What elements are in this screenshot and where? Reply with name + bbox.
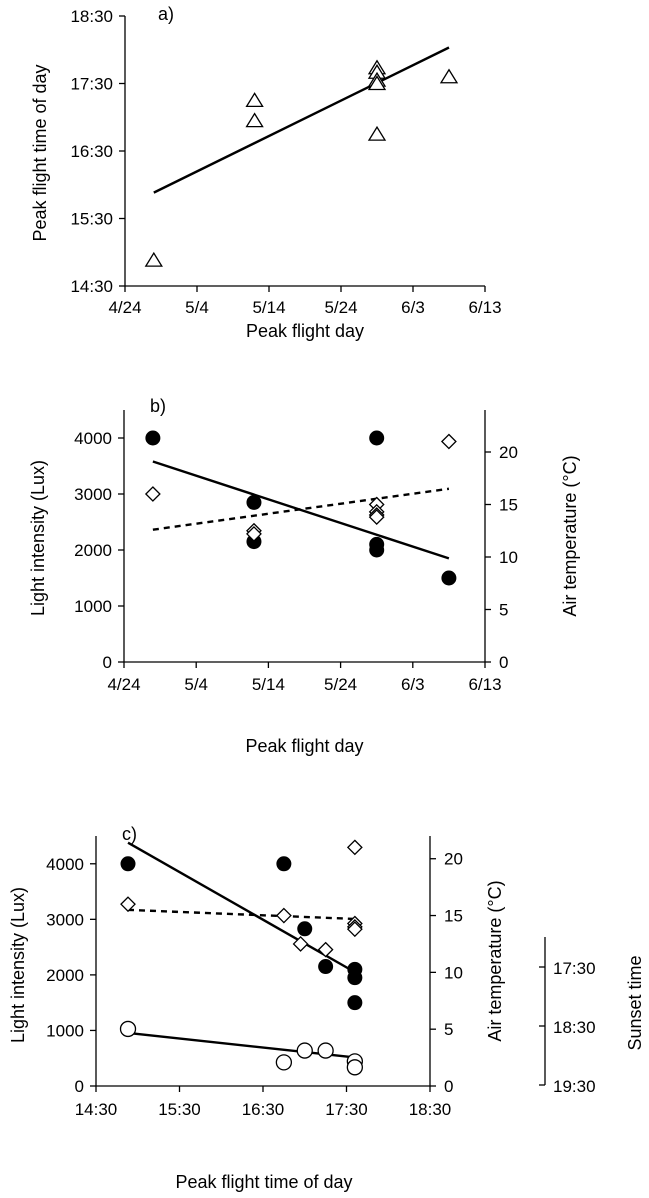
- panel-c-light-trend-line: [127, 841, 356, 974]
- panel-c-data-point: [119, 1020, 137, 1038]
- panel-c-x-tick-label: 16:30: [242, 1100, 285, 1119]
- panel-c-sunset-trend-line: [127, 1031, 355, 1059]
- panel-b-y-tick-label: 1000: [74, 597, 112, 616]
- panel-b-y2-tick-label: 10: [499, 548, 518, 567]
- panel-c-y2-tick-label: 0: [444, 1077, 453, 1096]
- panel-c-x-tick-label: 18:30: [409, 1100, 452, 1119]
- panel-c-y-tick-label: 3000: [46, 910, 84, 929]
- panel-b-y2-tick-label: 5: [499, 601, 508, 620]
- panel-c-data-point: [347, 995, 363, 1011]
- panel-a-y-tick-label: 16:30: [70, 142, 113, 161]
- panel-a-y-tick-label: 15:30: [70, 210, 113, 229]
- panel-a-data-point: [144, 251, 163, 267]
- panel-a-x-tick-label: 4/24: [108, 298, 141, 317]
- panel-c-temperature-trend-line: [127, 908, 355, 921]
- panel-b-x-tick-label: 5/4: [184, 675, 208, 694]
- panel-c-y2-tick-label: 20: [444, 850, 463, 869]
- panel-c-data-point: [296, 1042, 313, 1059]
- panel-c-data-point: [120, 896, 136, 913]
- panel-c-y-tick-label: 1000: [46, 1021, 84, 1040]
- panel-c-data-point: [346, 921, 363, 938]
- panel-b-y2-tick-label: 20: [499, 443, 518, 462]
- panel-a-y-tick-label: 17:30: [70, 75, 113, 94]
- panel-a-x-tick-label: 5/24: [324, 298, 357, 317]
- panel-c-data-point: [347, 970, 363, 986]
- panel-c-data-point: [275, 1054, 293, 1071]
- panel-b-data-point: [369, 542, 385, 558]
- panel-c-x-tick-label: 14:30: [75, 1100, 118, 1119]
- panel-c-y-axis-title: Light intensity (Lux): [8, 887, 28, 1043]
- panel-c-y2-tick-label: 5: [444, 1020, 453, 1039]
- panel-a-x-tick-label: 5/4: [185, 298, 209, 317]
- panel-a-y-tick-label: 18:30: [70, 7, 113, 26]
- panel-b-x-tick-label: 5/24: [324, 675, 357, 694]
- panel-c-label: c): [122, 824, 137, 844]
- panel-c-x-tick-label: 17:30: [325, 1100, 368, 1119]
- panel-b-y-tick-label: 2000: [74, 541, 112, 560]
- panel-b-data-point: [368, 509, 385, 526]
- panel-c-data-point: [317, 941, 334, 958]
- panel-b-data-point: [144, 486, 161, 502]
- panel-c-y-tick-label: 2000: [46, 966, 84, 985]
- panel-c-data-point: [276, 856, 292, 872]
- panel-b-data-point: [369, 430, 385, 446]
- panel-b-y-tick-label: 3000: [74, 485, 112, 504]
- panel-a-data-point: [245, 112, 264, 128]
- panel-b-data-point: [246, 494, 262, 510]
- panel-b-x-tick-label: 5/14: [252, 675, 285, 694]
- panel-c-x-axis-title: Peak flight time of day: [175, 1172, 352, 1192]
- panel-c-data-point: [275, 907, 292, 924]
- panel-a-data-point: [245, 92, 264, 108]
- panel-a-data-point: [367, 75, 387, 91]
- panel-c-y2-tick-label: 10: [444, 963, 463, 982]
- panel-c-sunset-axis-title: Sunset time: [625, 955, 645, 1050]
- panel-a-y-tick-label: 14:30: [70, 277, 113, 296]
- panel-c-y-tick-label: 4000: [46, 855, 84, 874]
- panel-c-data-point: [120, 856, 136, 872]
- panel-c-x-tick-label: 15:30: [158, 1100, 201, 1119]
- panel-c-data-point: [318, 959, 334, 975]
- panel-a-x-tick-label: 6/3: [401, 298, 425, 317]
- panel-c-data-point: [317, 1042, 334, 1059]
- panel-c-data-point: [292, 936, 309, 952]
- panel-c-sunset-tick-label: 18:30: [553, 1018, 596, 1037]
- panel-c-y-tick-label: 0: [75, 1077, 84, 1096]
- panel-c-data-point: [346, 839, 363, 856]
- panel-b-data-point: [246, 525, 262, 542]
- panel-b-y2-tick-label: 15: [499, 496, 518, 515]
- panel-c-data-point: [346, 1059, 364, 1076]
- panel-b-data-point: [145, 430, 161, 446]
- panel-b-data-point: [440, 433, 457, 450]
- panel-c-y2-tick-label: 15: [444, 907, 463, 926]
- panel-a-x-tick-label: 5/14: [252, 298, 285, 317]
- panel-a-y-axis-title: Peak flight time of day: [30, 64, 50, 241]
- panel-b-y-tick-label: 4000: [74, 429, 112, 448]
- panel-b-x-tick-label: 6/3: [401, 675, 425, 694]
- panel-b-y-axis-title: Light intensity (Lux): [28, 460, 48, 616]
- panel-b-label: b): [150, 396, 166, 416]
- panel-b-y2-tick-label: 0: [499, 653, 508, 672]
- panel-c-sunset-tick-label: 19:30: [553, 1077, 596, 1096]
- panel-a-data-point: [439, 68, 459, 84]
- panel-b-y-tick-label: 0: [103, 653, 112, 672]
- panel-c-data-point: [297, 921, 313, 937]
- panel-b-x-tick-label: 6/13: [468, 675, 501, 694]
- panel-a-label: a): [158, 4, 174, 24]
- panel-a-trend-line: [153, 46, 450, 194]
- panel-b-x-tick-label: 4/24: [107, 675, 140, 694]
- panel-b-data-point: [441, 570, 457, 586]
- panel-b-y2-axis-title: Air temperature (°C): [560, 455, 580, 616]
- panel-c-sunset-tick-label: 17:30: [553, 959, 596, 978]
- panel-b-light-trend-line: [152, 460, 450, 560]
- panel-a-x-axis-title: Peak flight day: [246, 321, 364, 341]
- panel-b-temperature-trend-line: [152, 487, 450, 531]
- panel-a-x-tick-label: 6/13: [468, 298, 501, 317]
- panel-c-y2-axis-title: Air temperature (°C): [485, 880, 505, 1041]
- panel-b-x-axis-title: Peak flight day: [245, 736, 363, 756]
- panel-a-data-point: [367, 125, 387, 141]
